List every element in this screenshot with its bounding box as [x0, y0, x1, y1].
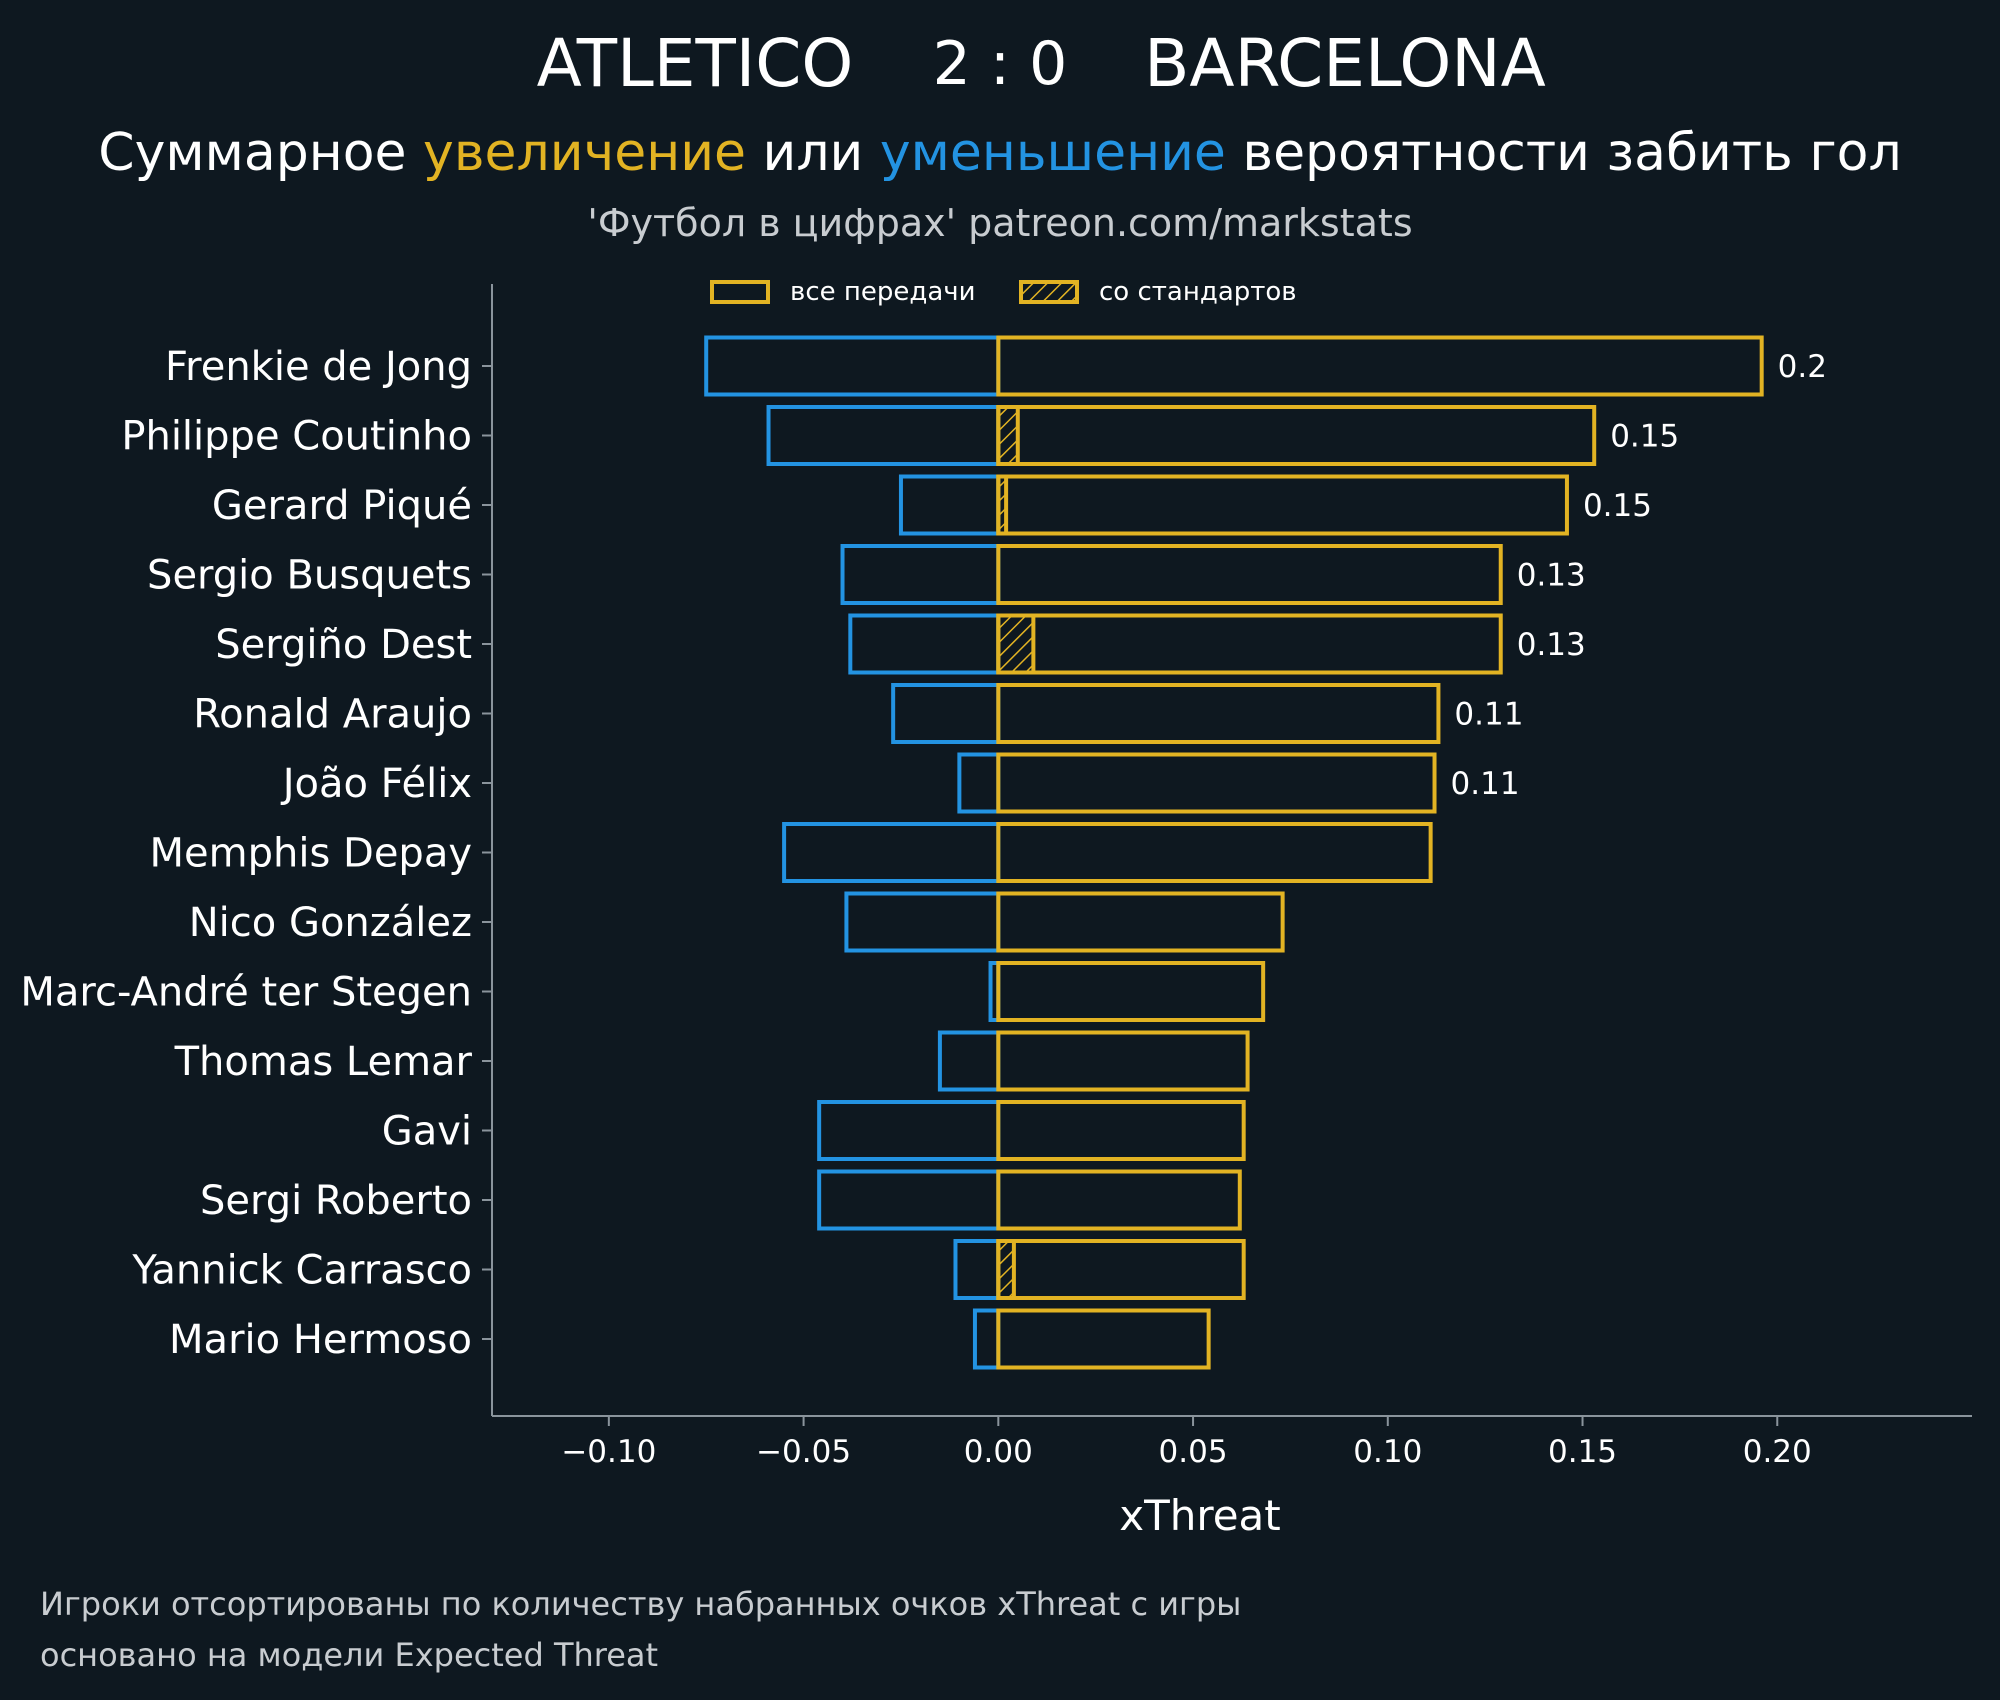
- bar-increase: [996, 1239, 1246, 1300]
- bar-value-label: 0.15: [1583, 488, 1652, 524]
- match-score: 2 : 0: [933, 29, 1068, 99]
- legend-label-all-passes: все передачи: [790, 277, 976, 307]
- bar-increase: [996, 822, 1433, 883]
- x-tick-label: 0.20: [1743, 1434, 1812, 1470]
- bar-increase: [996, 544, 1503, 605]
- y-tick-label: Sergi Roberto: [200, 1178, 472, 1224]
- bars-layer: 0.2 0.15 0.15 0.13 0.13 0.11 0.11: [704, 335, 1827, 1370]
- x-tick-label: −0.10: [561, 1434, 656, 1470]
- bar-increase: [996, 405, 1597, 466]
- bar-increase: [996, 474, 1569, 536]
- y-tick-label: João Félix: [280, 761, 472, 807]
- legend-swatch-all-passes: [710, 280, 770, 304]
- bar-value-label: 0.13: [1517, 627, 1586, 663]
- bar-set-pieces: [996, 405, 1020, 466]
- y-tick-label: Gavi: [382, 1109, 472, 1155]
- y-tick-label: Ronald Araujo: [193, 692, 472, 738]
- team-away: BARCELONA: [1144, 25, 1546, 102]
- bar-value-label: 0.2: [1778, 349, 1827, 385]
- y-tick-label: Philippe Coutinho: [121, 414, 472, 460]
- bar-increase: [996, 891, 1285, 953]
- bar-value-label: 0.11: [1454, 697, 1523, 733]
- legend-label-set-pieces: со стандартов: [1099, 277, 1297, 307]
- bar-increase: [996, 1169, 1242, 1231]
- legend: все передачи со стандартов: [710, 277, 1297, 307]
- subtitle-decrease-word: уменьшение: [880, 123, 1226, 183]
- x-tick-layer: −0.10 −0.05 0.00 0.05 0.10 0.15 0.20: [561, 1416, 1812, 1470]
- y-tick-label: Sergiño Dest: [215, 622, 472, 668]
- footer-note-2: основано на модели Expected Threat: [40, 1636, 658, 1674]
- bar-increase: [996, 613, 1503, 675]
- bar-increase: [996, 1308, 1211, 1370]
- team-home: ATLETICO: [537, 25, 854, 102]
- bar-value-label: 0.11: [1451, 766, 1520, 802]
- bar-increase: [996, 683, 1441, 744]
- y-tick-label: Sergio Busquets: [147, 553, 472, 599]
- y-tick-label: Gerard Piqué: [212, 483, 472, 529]
- x-tick-label: 0.15: [1548, 1434, 1617, 1470]
- subtitle-pre: Суммарное: [98, 123, 423, 183]
- bar-set-pieces: [996, 613, 1036, 675]
- y-tick-label: Marc-André ter Stegen: [20, 970, 472, 1016]
- subtitle-post: вероятности забить гол: [1226, 123, 1902, 183]
- subtitle: Суммарное увеличение или уменьшение веро…: [98, 123, 1901, 183]
- x-tick-label: 0.05: [1159, 1434, 1228, 1470]
- bar-increase: [996, 1100, 1246, 1161]
- credit-line: 'Футбол в цифрах' patreon.com/markstats: [587, 201, 1412, 245]
- x-axis-label: xThreat: [1119, 1491, 1281, 1540]
- bar-increase: [996, 335, 1764, 397]
- y-tick-label: Yannick Carrasco: [131, 1248, 472, 1294]
- legend-swatch-set-pieces: [1019, 280, 1079, 304]
- y-tick-label: Memphis Depay: [150, 831, 472, 877]
- bar-set-pieces: [996, 1239, 1016, 1300]
- y-tick-label: Nico González: [189, 900, 472, 946]
- x-tick-label: 0.10: [1353, 1434, 1422, 1470]
- x-tick-label: 0.00: [964, 1434, 1033, 1470]
- bar-value-label: 0.13: [1517, 558, 1586, 594]
- footer-note-1: Игроки отсортированы по количеству набра…: [40, 1585, 1241, 1623]
- y-tick-layer: Frenkie de Jong Philippe Coutinho Gerard P…: [20, 344, 492, 1363]
- bar-increase: [996, 1030, 1250, 1092]
- y-tick-label: Thomas Lemar: [174, 1039, 473, 1085]
- subtitle-increase-word: увеличение: [423, 123, 746, 183]
- bar-increase: [996, 752, 1437, 814]
- y-tick-label: Frenkie de Jong: [165, 344, 472, 390]
- bar-increase: [996, 961, 1266, 1022]
- subtitle-mid: или: [746, 123, 880, 183]
- bar-value-label: 0.15: [1610, 419, 1679, 455]
- y-tick-label: Mario Hermoso: [169, 1317, 472, 1363]
- x-tick-label: −0.05: [756, 1434, 851, 1470]
